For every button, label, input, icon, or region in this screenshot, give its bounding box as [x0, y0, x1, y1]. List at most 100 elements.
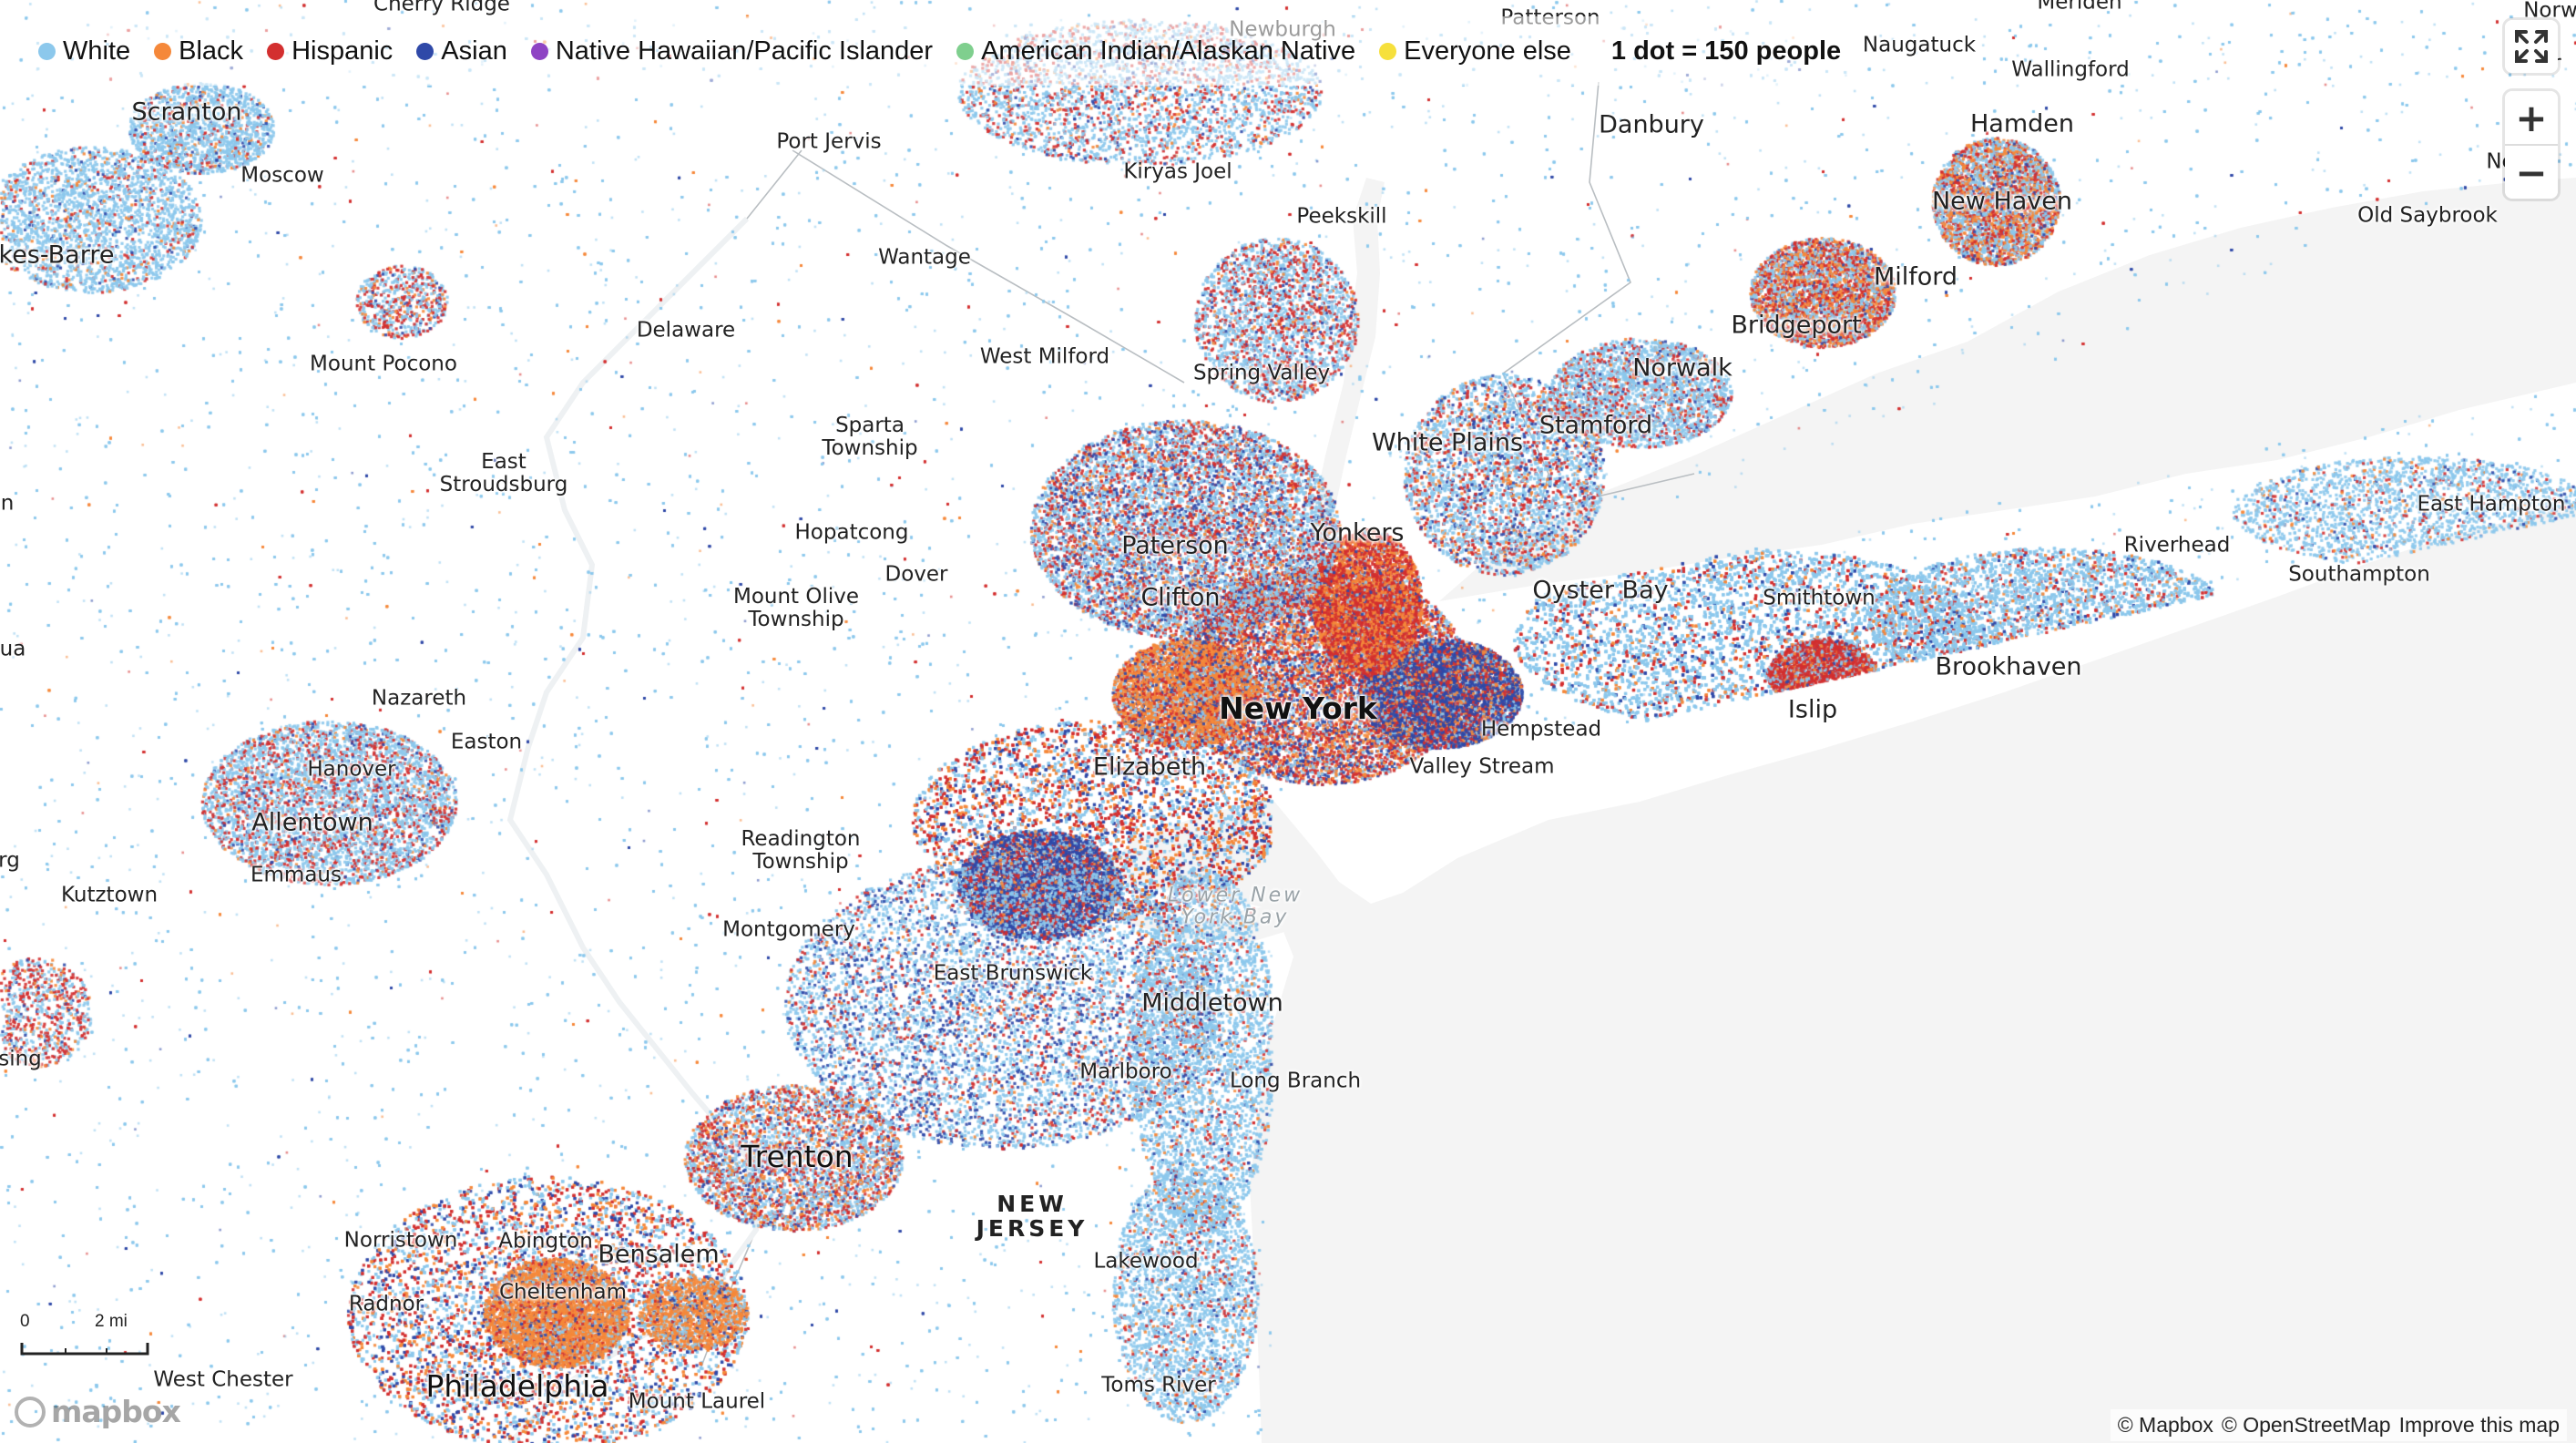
place-label: Marlboro — [1079, 1059, 1172, 1084]
place-label: Bridgeport — [1731, 311, 1862, 340]
scale-line — [20, 1343, 149, 1356]
place-label: Lakewood — [1093, 1249, 1199, 1274]
place-label: Meriden — [2037, 0, 2122, 15]
place-label: Southampton — [2288, 562, 2430, 587]
scale-start: 0 — [20, 1312, 30, 1331]
place-label: Yonkers — [1310, 518, 1405, 548]
place-label: Nazareth — [371, 686, 467, 711]
zoom-in-button[interactable]: + — [2505, 91, 2558, 144]
place-label: Port Jervis — [776, 129, 882, 154]
zoom-control[interactable]: + − — [2505, 91, 2558, 199]
place-label: Mount Laurel — [628, 1389, 766, 1414]
place-label: Spring Valley — [1192, 361, 1331, 385]
legend-item: Asian — [416, 36, 507, 67]
place-label: Valley Stream — [1409, 754, 1555, 779]
attribution-improve[interactable]: Improve this map — [2398, 1413, 2560, 1437]
place-label: Bensalem — [598, 1240, 720, 1269]
fullscreen-control[interactable] — [2505, 20, 2558, 73]
place-label: Brookhaven — [1935, 652, 2082, 681]
place-label: East Hampton — [2417, 492, 2566, 517]
place-label: Cheltenham — [499, 1280, 627, 1305]
legend-item: Native Hawaiian/Pacific Islander — [530, 36, 934, 67]
legend-item: Black — [154, 36, 243, 67]
legend-swatch — [416, 42, 434, 60]
place-label: Toms River — [1101, 1373, 1216, 1397]
place-label: Montgomery — [722, 917, 855, 942]
place-label: Philadelphia — [425, 1368, 609, 1405]
place-label: Allentown — [251, 808, 373, 837]
place-label: New York — [1219, 691, 1377, 727]
place-label: Easton — [450, 730, 523, 754]
place-label: Norw — [2523, 0, 2576, 23]
place-label: Mount Pocono — [310, 352, 457, 376]
place-label: Kiryas Joel — [1123, 159, 1232, 184]
legend-swatch — [530, 42, 548, 60]
place-label: Danbury — [1599, 110, 1704, 139]
state-label: NEW JERSEY — [976, 1191, 1089, 1242]
place-label: New Haven — [1931, 187, 2073, 216]
place-label: Stamford — [1538, 411, 1653, 440]
place-label: Emmaus — [250, 863, 342, 887]
place-label: Hanover — [307, 757, 396, 782]
fullscreen-button[interactable] — [2505, 20, 2558, 73]
legend-label: Hispanic — [291, 36, 394, 66]
place-label: Peekskill — [1296, 204, 1387, 229]
mapbox-logo-icon — [15, 1396, 46, 1428]
mapbox-logo[interactable]: mapbox — [15, 1394, 181, 1429]
place-label: Milford — [1873, 262, 1958, 292]
legend-label: Black — [179, 36, 244, 66]
place-label: n — [0, 491, 15, 516]
zoom-out-button[interactable]: − — [2505, 144, 2558, 199]
place-label: East Stroudsburg — [439, 450, 568, 496]
place-label: Hamden — [1969, 109, 2075, 138]
place-label: Oyster Bay — [1532, 576, 1669, 605]
place-label: Norristown — [343, 1228, 458, 1253]
place-label: Long Branch — [1229, 1069, 1362, 1093]
place-label: Old Saybrook — [2357, 203, 2498, 228]
place-label: Wallingford — [2011, 57, 2130, 82]
place-label: Trenton — [741, 1139, 854, 1175]
place-label: Middletown — [1141, 988, 1283, 1018]
place-label: Hopatcong — [794, 520, 909, 545]
place-label: West Chester — [153, 1367, 293, 1392]
place-label: rg — [0, 848, 20, 873]
place-label: Delaware — [636, 318, 736, 343]
place-label: West Milford — [979, 344, 1110, 369]
place-label: Naugatuck — [1862, 33, 1977, 57]
attribution-mapbox[interactable]: © Mapbox — [2117, 1413, 2213, 1437]
legend-swatch — [1379, 42, 1397, 60]
place-label: Islip — [1787, 695, 1838, 724]
attribution-osm[interactable]: © OpenStreetMap — [2221, 1413, 2391, 1437]
place-label: Clifton — [1140, 583, 1221, 612]
mapbox-logo-text: mapbox — [51, 1394, 181, 1429]
place-label: Abington — [498, 1229, 593, 1254]
place-label: Dover — [884, 562, 948, 587]
place-label: Smithtown — [1763, 586, 1876, 610]
place-label: sing — [0, 1047, 42, 1071]
legend: White Black Hispanic Asian Native Hawaiian/P… — [27, 16, 1855, 86]
place-label: Radnor — [348, 1292, 424, 1316]
legend-swatch — [956, 42, 975, 60]
scale-bar: 0 2 mi — [20, 1312, 157, 1366]
place-label: Norwalk — [1632, 353, 1733, 383]
place-label: Hempstead — [1480, 717, 1602, 742]
place-label: Paterson — [1121, 531, 1229, 560]
legend-label: White — [63, 36, 131, 66]
place-label: Riverhead — [2123, 533, 2231, 558]
legend-label: Asian — [441, 36, 507, 66]
place-label: Elizabeth — [1092, 752, 1207, 782]
legend-label: Everyone else — [1404, 36, 1571, 66]
legend-label: American Indian/Alaskan Native — [981, 36, 1356, 66]
legend-swatch — [267, 42, 285, 60]
scale-end: 2 mi — [95, 1312, 128, 1331]
place-label: Wantage — [878, 245, 971, 270]
place-label: Sparta Township — [822, 414, 918, 460]
legend-swatch — [154, 42, 172, 60]
legend-item: American Indian/Alaskan Native — [956, 36, 1355, 67]
water-label: Lower New York Bay — [1167, 884, 1303, 928]
legend-label: Native Hawaiian/Pacific Islander — [555, 36, 934, 66]
place-label: Moscow — [240, 163, 324, 188]
attribution: © Mapbox © OpenStreetMap Improve this ma… — [2110, 1409, 2567, 1441]
legend-item: White — [38, 36, 130, 67]
